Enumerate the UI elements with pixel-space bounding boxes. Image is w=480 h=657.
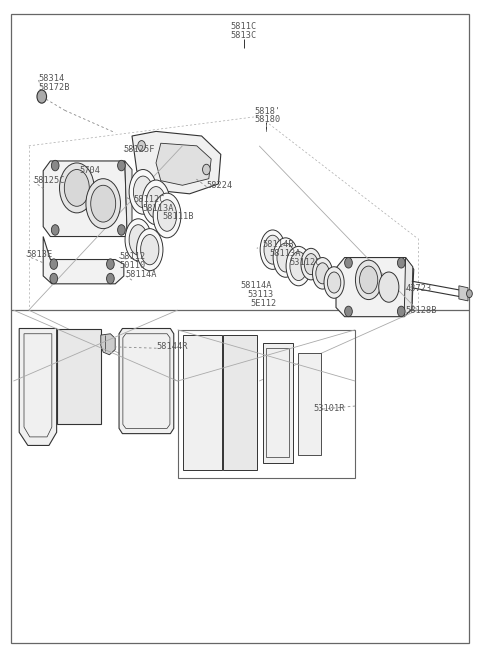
- Polygon shape: [156, 143, 211, 185]
- Ellipse shape: [312, 258, 333, 289]
- Circle shape: [118, 160, 125, 171]
- Ellipse shape: [273, 238, 298, 277]
- Circle shape: [467, 290, 472, 298]
- Ellipse shape: [129, 170, 157, 214]
- Polygon shape: [19, 328, 57, 445]
- Polygon shape: [223, 335, 257, 470]
- Circle shape: [37, 90, 47, 103]
- Ellipse shape: [264, 235, 281, 264]
- Text: 5811C: 5811C: [231, 22, 257, 32]
- Circle shape: [118, 225, 125, 235]
- Ellipse shape: [277, 243, 294, 272]
- Text: 58172B: 58172B: [38, 83, 70, 92]
- Polygon shape: [43, 237, 124, 284]
- Ellipse shape: [136, 229, 163, 271]
- Polygon shape: [132, 131, 221, 194]
- Ellipse shape: [142, 180, 170, 225]
- Text: 58112: 58112: [119, 252, 145, 261]
- Ellipse shape: [260, 230, 285, 269]
- Ellipse shape: [153, 193, 181, 238]
- Ellipse shape: [360, 266, 378, 294]
- Circle shape: [107, 273, 114, 284]
- Circle shape: [107, 259, 114, 269]
- Ellipse shape: [129, 225, 147, 255]
- Polygon shape: [298, 353, 321, 455]
- Ellipse shape: [141, 235, 159, 265]
- Ellipse shape: [290, 252, 307, 281]
- Text: 58314: 58314: [38, 74, 65, 83]
- Polygon shape: [183, 335, 222, 470]
- Text: 58125F: 58125F: [124, 145, 156, 154]
- Bar: [178, 330, 355, 478]
- Ellipse shape: [324, 267, 344, 298]
- Text: 58114A: 58114A: [240, 281, 272, 290]
- Circle shape: [50, 259, 58, 269]
- Ellipse shape: [64, 170, 89, 206]
- Text: 50110: 50110: [119, 261, 145, 270]
- Text: 53101R: 53101R: [313, 404, 345, 413]
- Ellipse shape: [316, 263, 329, 284]
- Polygon shape: [404, 258, 413, 317]
- Circle shape: [51, 225, 59, 235]
- Text: 53112C: 53112C: [289, 258, 321, 267]
- Polygon shape: [459, 286, 468, 301]
- Text: 58113A: 58113A: [270, 249, 301, 258]
- Text: 58180: 58180: [254, 115, 281, 124]
- Text: 58114B: 58114B: [263, 240, 294, 249]
- Ellipse shape: [379, 272, 399, 302]
- Circle shape: [397, 258, 405, 268]
- Text: 58114A: 58114A: [126, 270, 157, 279]
- Polygon shape: [119, 328, 174, 434]
- Ellipse shape: [157, 200, 177, 231]
- Ellipse shape: [146, 187, 166, 218]
- Text: 5818': 5818': [254, 106, 281, 116]
- Text: 58224: 58224: [206, 181, 233, 190]
- Text: 5E112: 5E112: [251, 299, 277, 308]
- Circle shape: [51, 160, 59, 171]
- Text: 53113: 53113: [247, 290, 274, 299]
- Ellipse shape: [327, 272, 341, 293]
- Text: 43723: 43723: [406, 284, 432, 293]
- Ellipse shape: [91, 185, 116, 222]
- Ellipse shape: [133, 176, 153, 208]
- Ellipse shape: [86, 179, 120, 229]
- Circle shape: [345, 258, 352, 268]
- Polygon shape: [101, 334, 115, 355]
- Polygon shape: [57, 328, 101, 424]
- Text: 58144R: 58144R: [156, 342, 188, 351]
- Text: 58125C: 58125C: [34, 175, 65, 185]
- Ellipse shape: [125, 219, 151, 261]
- Text: 5813E: 5813E: [26, 250, 53, 259]
- Polygon shape: [336, 258, 414, 317]
- Text: 58128B: 58128B: [406, 306, 437, 315]
- Circle shape: [138, 141, 145, 151]
- Polygon shape: [263, 343, 293, 463]
- Polygon shape: [125, 161, 132, 244]
- Circle shape: [397, 306, 405, 317]
- Text: 5813C: 5813C: [231, 31, 257, 40]
- Ellipse shape: [301, 248, 321, 280]
- Polygon shape: [43, 161, 127, 237]
- Ellipse shape: [60, 163, 94, 213]
- Circle shape: [203, 164, 210, 175]
- Circle shape: [50, 273, 58, 284]
- Ellipse shape: [286, 246, 311, 286]
- Ellipse shape: [355, 260, 382, 300]
- Text: 5704: 5704: [79, 166, 100, 175]
- Ellipse shape: [304, 254, 318, 275]
- Circle shape: [345, 306, 352, 317]
- Text: 58112C: 58112C: [133, 195, 165, 204]
- Text: 58113A: 58113A: [142, 204, 174, 214]
- Text: 58111B: 58111B: [162, 212, 194, 221]
